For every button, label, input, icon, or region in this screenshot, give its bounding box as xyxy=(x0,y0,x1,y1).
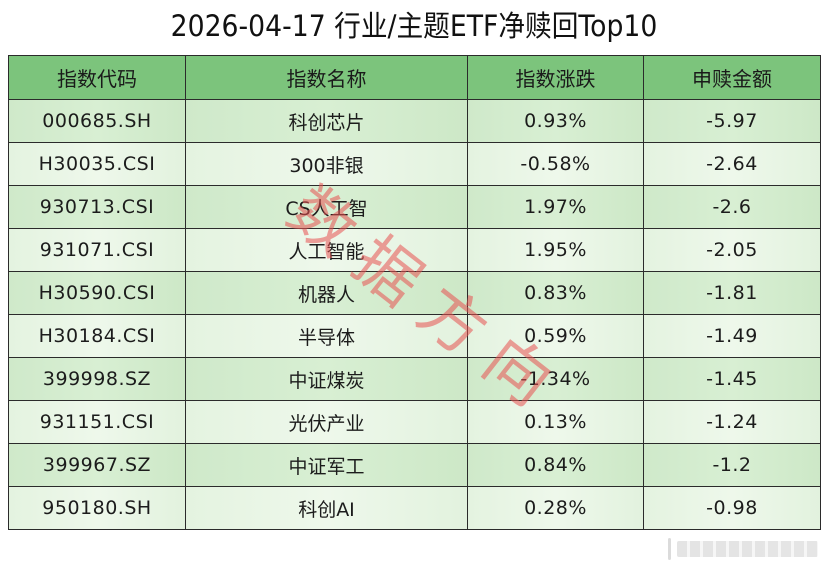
cell-code: H30590.CSI xyxy=(8,271,186,315)
header-index-name: 指数名称 xyxy=(185,55,468,100)
cell-code: H30035.CSI xyxy=(8,142,186,186)
cell-change: -1.34% xyxy=(467,357,644,401)
cell-code: 950180.SH xyxy=(8,486,186,530)
corner-mark-bar-icon xyxy=(668,538,671,560)
header-redemption-amount: 申赎金额 xyxy=(643,55,821,100)
cell-code: 931151.CSI xyxy=(8,400,186,444)
cell-name: 300非银 xyxy=(185,142,468,186)
cell-amount: -0.98 xyxy=(643,486,821,530)
table-header-row: 指数代码 指数名称 指数涨跌 申赎金额 xyxy=(8,55,821,100)
cell-change: 0.93% xyxy=(467,99,644,143)
cell-name: 人工智能 xyxy=(185,228,468,272)
cell-amount: -2.05 xyxy=(643,228,821,272)
cell-amount: -5.97 xyxy=(643,99,821,143)
table-row: H30184.CSI 半导体 0.59% -1.49 xyxy=(8,314,821,358)
table-row: 930713.CSI CS人工智 1.97% -2.6 xyxy=(8,185,821,229)
table-row: H30590.CSI 机器人 0.83% -1.81 xyxy=(8,271,821,315)
cell-amount: -1.81 xyxy=(643,271,821,315)
cell-change: 0.28% xyxy=(467,486,644,530)
table-row: 399998.SZ 中证煤炭 -1.34% -1.45 xyxy=(8,357,821,401)
cell-amount: -2.64 xyxy=(643,142,821,186)
cell-code: 000685.SH xyxy=(8,99,186,143)
etf-redemption-table: 指数代码 指数名称 指数涨跌 申赎金额 000685.SH 科创芯片 0.93%… xyxy=(8,55,821,530)
cell-change: 0.84% xyxy=(467,443,644,487)
cell-name: 中证煤炭 xyxy=(185,357,468,401)
corner-watermark xyxy=(668,537,818,561)
table-row: 000685.SH 科创芯片 0.93% -5.97 xyxy=(8,99,821,143)
cell-change: 1.95% xyxy=(467,228,644,272)
cell-name: 科创芯片 xyxy=(185,99,468,143)
cell-change: 0.83% xyxy=(467,271,644,315)
cell-change: -0.58% xyxy=(467,142,644,186)
header-index-change: 指数涨跌 xyxy=(467,55,644,100)
header-index-code: 指数代码 xyxy=(8,55,186,100)
cell-code: 399967.SZ xyxy=(8,443,186,487)
cell-code: 931071.CSI xyxy=(8,228,186,272)
page-title: 2026-04-17 行业/主题ETF净赎回Top10 xyxy=(170,9,658,43)
cell-amount: -1.24 xyxy=(643,400,821,444)
table-row: 950180.SH 科创AI 0.28% -0.98 xyxy=(8,486,821,530)
cell-change: 0.13% xyxy=(467,400,644,444)
corner-mark-text xyxy=(677,541,818,557)
table-row: H30035.CSI 300非银 -0.58% -2.64 xyxy=(8,142,821,186)
table-row: 399967.SZ 中证军工 0.84% -1.2 xyxy=(8,443,821,487)
cell-name: 机器人 xyxy=(185,271,468,315)
cell-code: H30184.CSI xyxy=(8,314,186,358)
cell-name: 半导体 xyxy=(185,314,468,358)
cell-name: 光伏产业 xyxy=(185,400,468,444)
cell-name: 中证军工 xyxy=(185,443,468,487)
cell-name: CS人工智 xyxy=(185,185,468,229)
cell-amount: -1.45 xyxy=(643,357,821,401)
cell-amount: -1.2 xyxy=(643,443,821,487)
cell-name: 科创AI xyxy=(185,486,468,530)
cell-change: 0.59% xyxy=(467,314,644,358)
cell-code: 930713.CSI xyxy=(8,185,186,229)
table-row: 931151.CSI 光伏产业 0.13% -1.24 xyxy=(8,400,821,444)
cell-amount: -1.49 xyxy=(643,314,821,358)
cell-change: 1.97% xyxy=(467,185,644,229)
cell-amount: -2.6 xyxy=(643,185,821,229)
cell-code: 399998.SZ xyxy=(8,357,186,401)
table-row: 931071.CSI 人工智能 1.95% -2.05 xyxy=(8,228,821,272)
